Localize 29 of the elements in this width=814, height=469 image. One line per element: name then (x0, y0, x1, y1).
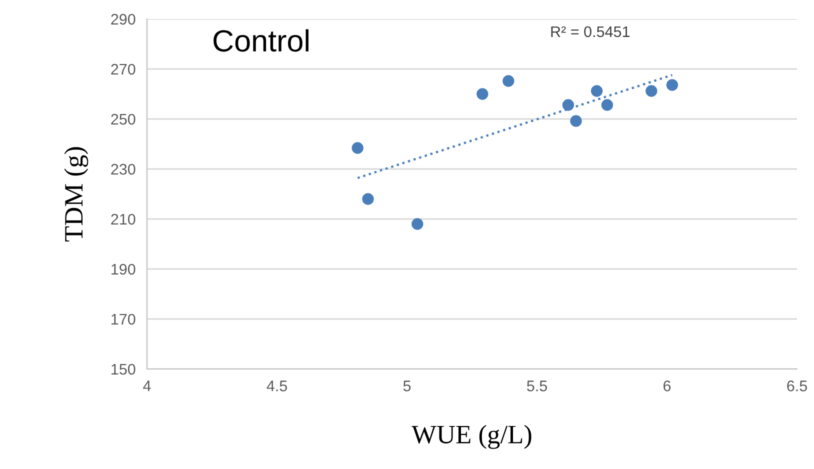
point (646, 85, 658, 97)
x-tick-label: 5.5 (526, 380, 547, 392)
x-tick-label: 6 (664, 380, 671, 392)
point (570, 115, 582, 127)
point (562, 99, 574, 111)
y-tick-label: 230 (111, 164, 136, 175)
point (666, 79, 678, 91)
y-tick-label: 150 (112, 364, 136, 375)
point (590, 85, 603, 97)
chart-title: Control (214, 29, 308, 52)
x-tick-label: 5 (403, 380, 411, 392)
x-tick-label: 6.5 (787, 380, 807, 392)
y-tick-label: 270 (111, 64, 136, 75)
y-tick-label: 250 (111, 114, 136, 125)
point (352, 142, 364, 154)
y-tick-label: 190 (112, 264, 136, 275)
annotation: R² = 0.5451 (551, 26, 630, 38)
y-tick-label: 290 (111, 14, 136, 25)
x-tick-label: 4 (143, 380, 151, 392)
point (601, 99, 614, 111)
point (476, 88, 488, 100)
y-axis-title: TDM (g) (64, 147, 88, 242)
point (412, 218, 424, 230)
x-axis-title: WUE (g/L) (412, 424, 532, 449)
point (502, 75, 514, 87)
x-tick-label: 4.5 (266, 380, 287, 392)
y-tick-label: 170 (112, 314, 136, 325)
point (362, 193, 374, 205)
y-tick-label: 210 (111, 214, 136, 225)
